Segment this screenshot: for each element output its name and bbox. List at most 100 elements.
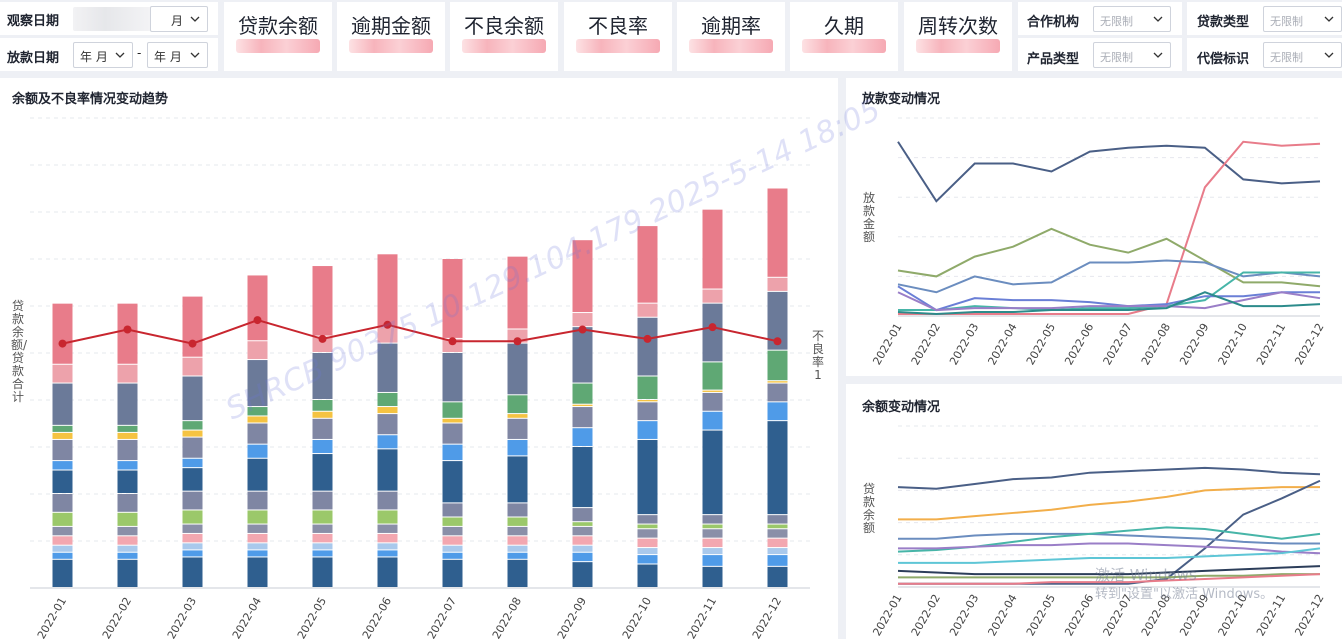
bar-segment	[182, 510, 203, 524]
kpi-title: 贷款余额	[238, 14, 318, 38]
bar-segment	[637, 538, 658, 548]
bar-segment	[702, 529, 723, 538]
bar-segment	[637, 555, 658, 564]
x-tick-label: 2022-07	[425, 595, 459, 639]
bar-segment	[52, 383, 73, 425]
chevron-down-icon	[114, 49, 126, 61]
bar-segment	[767, 383, 788, 402]
chevron-down-icon	[1152, 13, 1164, 25]
bar-segment	[182, 437, 203, 458]
bar-segment	[247, 557, 268, 587]
kpi-title: 不良率	[588, 14, 648, 38]
partner-select[interactable]: 无限制	[1093, 6, 1171, 32]
bar-segment	[637, 564, 658, 587]
bar-segment	[377, 557, 398, 587]
bar-segment	[572, 526, 593, 536]
panel-title: 余额变动情况	[862, 400, 941, 415]
bar-segment	[702, 411, 723, 430]
kpi-card: 周转次数	[904, 2, 1012, 71]
bar-segment	[117, 512, 138, 526]
bar-segment	[52, 439, 73, 461]
bar-segment	[702, 566, 723, 587]
x-tick-label: 2022-10	[1216, 592, 1250, 638]
loan-type-label: 贷款类型	[1197, 15, 1250, 30]
x-tick-label: 2022-03	[947, 321, 981, 367]
panel-title: 放款变动情况	[862, 92, 941, 107]
kpi-card: 逾期率	[677, 2, 785, 71]
bar-segment	[572, 447, 593, 508]
series-line	[897, 291, 1321, 312]
bar-segment	[702, 303, 723, 362]
bar-segment	[312, 266, 333, 336]
series-line	[897, 141, 1321, 203]
series-line	[898, 573, 1321, 585]
loan-type-select[interactable]: 无限制	[1263, 6, 1342, 32]
bar-segment	[507, 526, 528, 536]
y-axis-label: 贷款余额	[862, 482, 875, 535]
x-tick-label: 2022-10	[1216, 321, 1250, 367]
bar-segment	[702, 390, 723, 392]
bar-segment	[182, 296, 203, 357]
bar-segment	[507, 536, 528, 545]
npl-rate-point	[643, 334, 652, 343]
bar-segment	[117, 545, 138, 552]
balance-npl-trend-panel: 余额及不良率情况变动趋势 贷款余额/贷款合计 不良率 1 2022-01 2022…	[0, 78, 838, 639]
x-tick-label: 2022-01	[870, 592, 904, 638]
x-tick-label: 2022-11	[685, 595, 719, 639]
bar-segment	[572, 536, 593, 545]
bar-segment	[117, 494, 138, 512]
bar-segment	[637, 317, 658, 376]
observe-month-select[interactable]: 月	[150, 6, 208, 32]
bar-segment	[767, 555, 788, 566]
y-left-axis-label: 贷款余额/贷款合计	[11, 299, 28, 404]
bar-segment	[117, 536, 138, 545]
loan-date-from-select[interactable]: 年 月	[73, 42, 133, 68]
npl-rate-point	[253, 316, 262, 325]
x-tick-label: 2022-01	[870, 321, 904, 367]
kpi-title: 逾期率	[701, 14, 761, 38]
compensation-flag-filter: 代偿标识 无限制	[1187, 38, 1342, 71]
bar-segment	[442, 353, 463, 402]
bar-segment	[312, 533, 333, 543]
series-line	[898, 140, 1321, 316]
bar-segment	[52, 552, 73, 559]
bar-segment	[637, 548, 658, 555]
bar-segment	[767, 381, 788, 383]
partner-filter: 合作机构 无限制	[1018, 2, 1182, 35]
bar-segment	[312, 550, 333, 557]
bar-segment	[117, 364, 138, 383]
bar-segment	[377, 524, 398, 533]
loan-change-panel: 放款变动情况 放款金额 2022-01 2022-02 2022-03 2022-04…	[846, 78, 1342, 376]
npl-rate-point	[58, 339, 67, 348]
bar-segment	[572, 240, 593, 313]
bar-segment	[702, 548, 723, 555]
x-tick-label: 2022-07	[1101, 321, 1135, 367]
bar-segment	[442, 418, 463, 423]
npl-rate-point	[773, 337, 782, 346]
x-tick-label: 2022-02	[909, 321, 943, 367]
bar-segment	[507, 329, 528, 343]
product-type-select[interactable]: 无限制	[1093, 42, 1171, 68]
series-line	[898, 547, 1321, 564]
bar-segment	[312, 353, 333, 399]
chevron-down-icon	[189, 49, 201, 61]
series-line	[897, 227, 1321, 288]
loan-date-to-select[interactable]: 年 月	[147, 42, 208, 68]
bar-segment	[377, 414, 398, 435]
x-tick-label: 2022-06	[1062, 321, 1096, 367]
series-line	[898, 271, 1320, 312]
x-tick-label: 2022-05	[1024, 321, 1058, 367]
compensation-flag-select[interactable]: 无限制	[1263, 42, 1342, 68]
bar-segment	[247, 360, 268, 407]
bar-segment	[52, 425, 73, 432]
bar-segment	[52, 432, 73, 439]
bar-segment	[702, 392, 723, 411]
bar-segment	[117, 303, 138, 364]
bar-segment	[182, 430, 203, 437]
bar-segment	[247, 423, 268, 444]
npl-rate-point	[513, 337, 522, 346]
npl-rate-point	[188, 339, 197, 348]
bar-segment	[52, 526, 73, 536]
bar-segment	[442, 559, 463, 587]
bar-segment	[52, 461, 73, 470]
